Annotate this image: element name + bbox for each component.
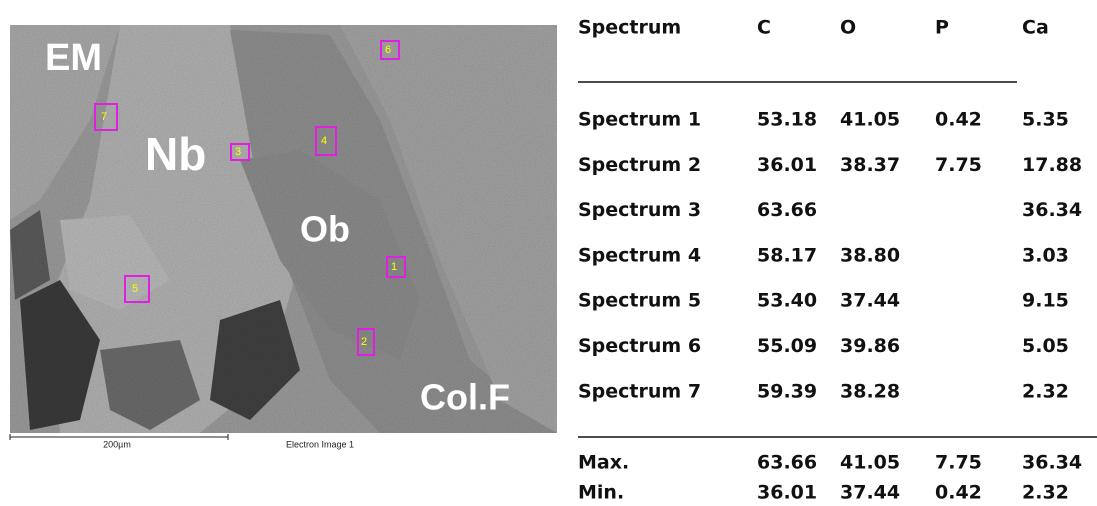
cell: 39.86 [840,335,900,357]
cell: P [935,17,949,39]
marker-label: 5 [132,283,138,295]
cell: 37.44 [840,482,900,504]
cell: C [757,17,771,39]
cell: 36.34 [1022,199,1082,221]
cell: 58.17 [757,244,817,266]
cell: 41.05 [840,109,900,131]
region-label: Ob [300,209,350,250]
table: Spectrum C O P Ca Spectrum 1 53.18 41.05 0.42 5.3… [578,17,1097,504]
row-label: Spectrum 6 [578,335,701,357]
cell: 53.18 [757,109,817,131]
cell: Ca [1022,17,1049,39]
region-label: Nb [145,128,206,180]
row-label: Spectrum 1 [578,109,701,131]
cell: 36.34 [1022,452,1082,474]
marker-label: 7 [101,111,107,123]
cell: 9.15 [1022,290,1069,312]
marker-label: 2 [361,336,367,348]
image-caption: Electron Image 1 [286,439,354,449]
cell: O [840,17,856,39]
cell: 2.32 [1022,380,1069,402]
row-label: Spectrum [578,17,681,39]
cell: 55.09 [757,335,817,357]
cell: 2.32 [1022,482,1069,504]
marker-label: 3 [235,146,241,158]
cell: 7.75 [935,452,982,474]
cell: 63.66 [757,452,817,474]
cell: 17.88 [1022,154,1082,176]
cell: 36.01 [757,154,817,176]
cell: 38.37 [840,154,900,176]
row-label: Spectrum 5 [578,290,701,312]
cell: 53.40 [757,290,817,312]
figure: EM Nb Ob Col.F 7 3 4 6 1 5 2 200µm Electron Im… [0,0,1097,506]
cell: 59.39 [757,380,817,402]
cell: 37.44 [840,290,900,312]
row-label: Max. [578,452,629,474]
scale-bar: 200µm Electron Image 1 [10,434,354,449]
cell: 38.80 [840,244,900,266]
row-label: Spectrum 2 [578,154,701,176]
cell: 7.75 [935,154,982,176]
row-label: Spectrum 3 [578,199,701,221]
region-label: EM [45,37,102,79]
marker-label: 6 [385,44,391,56]
row-label: Spectrum 7 [578,380,701,402]
cell: 38.28 [840,380,900,402]
cell: 36.01 [757,482,817,504]
cell: 3.03 [1022,244,1069,266]
cell: 5.05 [1022,335,1069,357]
cell: 5.35 [1022,109,1069,131]
row-label: Min. [578,482,624,504]
cell: 41.05 [840,452,900,474]
cell: 63.66 [757,199,817,221]
scale-label: 200µm [103,439,131,449]
marker-label: 1 [391,261,397,273]
cell: 0.42 [935,109,982,131]
marker-label: 4 [321,135,327,147]
row-label: Spectrum 4 [578,244,701,266]
cell: 0.42 [935,482,982,504]
sem-image [10,25,557,433]
region-label: Col.F [420,377,510,418]
